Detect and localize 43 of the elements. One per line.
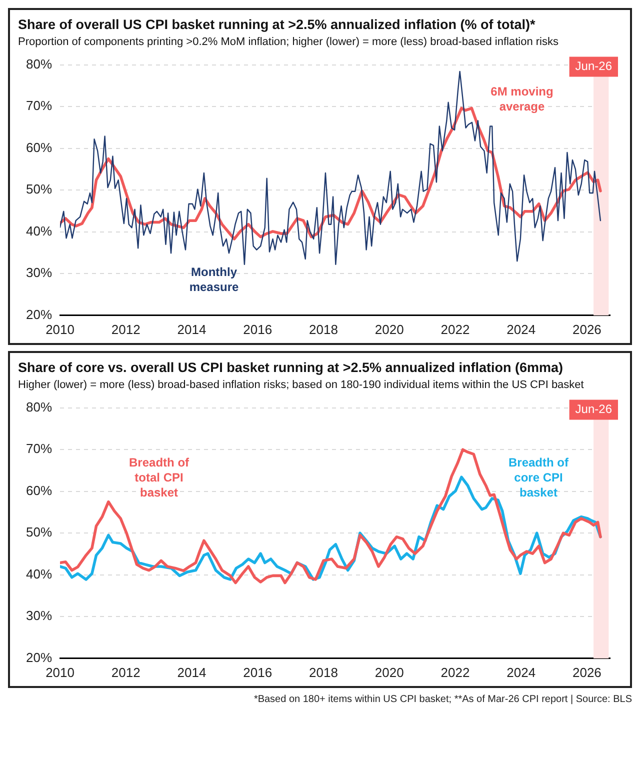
x-tick-label: 2010 <box>46 664 74 680</box>
y-tick-label: 50% <box>26 524 52 540</box>
x-tick-label: 2018 <box>309 322 338 337</box>
y-tick-label: 80% <box>26 399 52 414</box>
x-tick-label: 2024 <box>506 664 536 680</box>
y-tick-label: 60% <box>26 140 52 155</box>
x-tick-label: 2020 <box>374 664 404 680</box>
text: *Based on 180+ items within US CPI basket; **As of Mar-26 CPI report | Source: BLS <box>252 694 632 705</box>
y-tick-label: 50% <box>26 182 52 197</box>
x-tick-label: 2018 <box>309 664 338 680</box>
y-tick-label: 70% <box>26 441 52 456</box>
x-tick-label: 2020 <box>374 322 404 337</box>
series-label: Breadth of total CPI basket <box>129 455 190 500</box>
x-tick-label: 2022 <box>440 322 470 337</box>
series-label: 6M moving average <box>490 84 554 114</box>
y-tick-label: 30% <box>26 265 52 280</box>
series-label: Breadth of core CPI basket <box>508 455 570 500</box>
chart-title: Share of overall US CPI basket running at >2.5% annualized inflation (% of total)* <box>18 16 536 33</box>
x-tick-label: 2024 <box>506 322 536 337</box>
y-tick-label: 40% <box>26 223 52 238</box>
x-tick-label: 2022 <box>440 664 470 680</box>
y-tick-label: 70% <box>26 98 52 114</box>
x-tick-label: 2016 <box>243 664 272 680</box>
y-tick-label: 40% <box>26 566 52 582</box>
x-tick-label: 2016 <box>243 322 272 337</box>
x-tick-label: 2014 <box>177 322 206 337</box>
chart-title: Share of core vs. overall US CPI basket running at >2.5% annualized inflation (6mma) <box>18 359 564 376</box>
chart-subtitle: Higher (lower) = more (less) broad-based inflation risks; based on 180-190 individual items within the US CPI basket <box>18 378 585 392</box>
x-tick-label: 2026 <box>572 664 602 680</box>
y-tick-label: 80% <box>26 56 52 72</box>
y-tick-label: 30% <box>26 608 52 624</box>
x-tick-label: 2026 <box>572 322 602 337</box>
band-label: Jun-26 <box>575 402 612 416</box>
chart-subtitle: Proportion of components printing >0.2% MoM inflation; higher (lower) = more (less) broad-based inflation risks <box>18 35 560 49</box>
x-tick-label: 2012 <box>111 664 140 680</box>
x-tick-label: 2014 <box>177 664 206 680</box>
y-tick-label: 20% <box>26 650 52 665</box>
series-label: Monthly measure <box>189 265 240 294</box>
y-tick-label: 20% <box>26 306 52 322</box>
x-tick-label: 2012 <box>111 322 140 337</box>
y-tick-label: 60% <box>26 482 52 498</box>
band-label: Jun-26 <box>575 59 612 74</box>
x-tick-label: 2010 <box>46 322 74 337</box>
